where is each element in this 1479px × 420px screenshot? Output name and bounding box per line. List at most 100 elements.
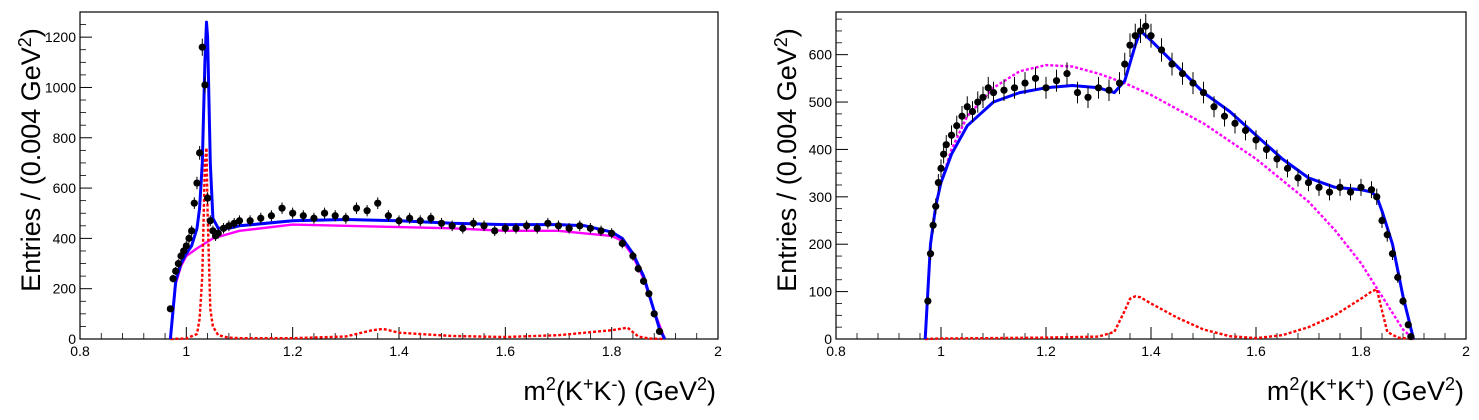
x-tick-label: 1.6 [496,343,516,359]
data-point [1388,250,1397,258]
data-point [1325,188,1334,196]
data-point [480,222,488,230]
data-point [586,224,595,232]
data-point [384,212,392,220]
data-point [963,103,971,111]
y-tick-label: 200 [809,236,833,252]
data-point [1378,216,1386,225]
data-point [289,209,297,217]
x-tick-label: 1.8 [602,343,622,359]
y-tick-label: 400 [53,230,77,246]
y-tick-label: 800 [53,130,77,146]
series-line-total-fit [168,20,667,340]
chart-panel-left: 0.8 1 1.2 1.4 1.6 1.8 2 0 200 400 600 800 1000 1200 E… [0,0,740,415]
data-point [1373,193,1381,201]
data-point [1315,183,1323,191]
data-point [934,179,942,187]
data-point [427,214,435,222]
data-point [374,199,382,207]
data-point [196,149,204,157]
data-point [576,222,584,230]
data-point [198,43,206,51]
data-point [1283,164,1292,172]
data-point [597,227,605,235]
data-point [1031,74,1040,82]
x-tick-label: 0.8 [826,343,846,359]
y-tick-label: 500 [809,94,833,110]
data-point [1394,273,1402,281]
data-point [201,81,209,89]
data-point [645,290,653,298]
data-point [932,202,940,210]
data-point [984,84,992,92]
x-tick-label: 1 [182,343,190,359]
chart-panel-right: 0.8 1 1.2 1.4 1.6 1.8 2 0 100 200 300 400 500 600 Ent… [740,0,1479,415]
plot-area-left: 0.8 1 1.2 1.4 1.6 1.8 2 0 200 400 600 800 1000 1200 [45,11,722,359]
data-point [214,229,222,237]
data-point [953,122,961,130]
data-point [1010,84,1019,92]
data-point [1073,88,1082,97]
y-axis-title-right: Entries / (0.004 GeV2) [771,28,802,292]
x-tick-label: 1.6 [1246,343,1266,359]
y-tick-label: 200 [53,281,77,297]
data-point [501,224,509,232]
data-point [193,179,201,187]
x-tick-label: 1.4 [389,343,409,359]
data-point [1094,84,1103,92]
data-point [1178,70,1187,78]
data-point [299,212,307,220]
series-line-red-component [170,146,665,341]
data-point [185,234,193,242]
data-point [1241,126,1250,135]
data-point [974,98,982,106]
data-point [1147,32,1155,40]
data-point [958,112,966,120]
data-point [650,310,658,318]
data-point [942,141,950,149]
data-point [926,250,935,258]
data-point [1294,174,1302,182]
data-point [1189,79,1197,87]
data-point [1231,119,1239,127]
data-point [235,217,244,225]
data-point [310,214,318,222]
y-tick-label: 100 [809,284,833,300]
data-point [342,214,350,222]
data-point [448,222,456,230]
data-point [937,164,945,172]
data-point [1121,60,1129,68]
data-point [363,207,371,215]
data-point [166,305,174,313]
y-tick-label: 400 [809,141,833,157]
data-point [629,252,637,260]
data-point [1052,77,1061,85]
x-axis-title-left: m2(K+K-) (GeV2) [523,374,716,406]
y-tick-label: 1200 [45,29,76,45]
series-line-magenta-component [169,223,666,340]
data-point [1136,27,1145,35]
data-point [188,227,196,235]
data-point [206,217,214,225]
data-point [1357,183,1365,191]
data-point [1383,231,1391,239]
data-point [1105,86,1113,94]
data-point [204,194,212,202]
data-point [523,222,531,230]
data-point [533,224,541,232]
data-point [979,93,987,101]
data-point [469,219,478,227]
y-tick-label: 1000 [45,79,76,95]
x-tick-label: 1.8 [1351,343,1371,359]
x-tick-label: 2 [714,343,722,359]
plot-area-right: 0.8 1 1.2 1.4 1.6 1.8 2 0 100 200 300 400 500 600 [809,11,1470,359]
data-point [618,239,626,248]
data-point [1399,297,1407,305]
data-point [278,204,286,212]
data-point [1262,145,1271,154]
data-point [1220,112,1229,120]
data-point [257,214,265,222]
data-point [1000,86,1008,94]
data-point [331,212,339,220]
data-point [174,259,182,268]
